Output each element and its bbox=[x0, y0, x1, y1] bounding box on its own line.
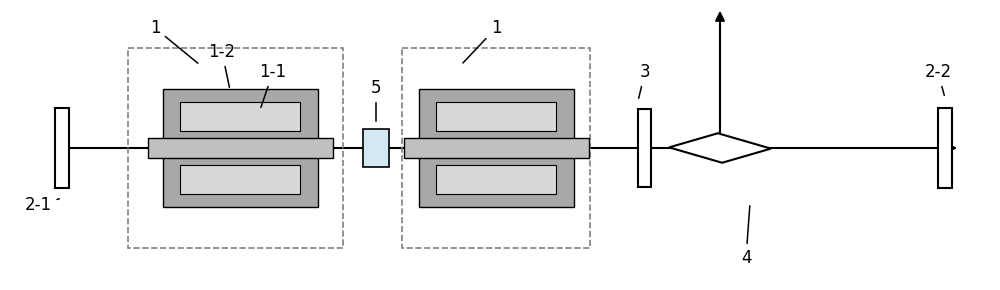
Bar bbox=[436, 102, 556, 130]
Text: 3: 3 bbox=[639, 63, 650, 98]
Bar bbox=[938, 108, 952, 188]
Text: 1-1: 1-1 bbox=[259, 63, 287, 107]
Bar bbox=[436, 165, 556, 194]
Bar bbox=[128, 48, 343, 248]
Bar bbox=[418, 155, 574, 207]
Polygon shape bbox=[669, 133, 771, 163]
Bar bbox=[418, 89, 574, 141]
Text: 2-1: 2-1 bbox=[24, 196, 59, 214]
Bar bbox=[363, 129, 389, 167]
Bar bbox=[148, 138, 332, 158]
Text: 5: 5 bbox=[371, 79, 381, 121]
Text: 1: 1 bbox=[150, 19, 198, 63]
Bar bbox=[404, 138, 588, 158]
Bar bbox=[402, 48, 590, 248]
Text: 1-2: 1-2 bbox=[208, 43, 236, 87]
Bar bbox=[180, 102, 300, 130]
Text: 4: 4 bbox=[741, 206, 751, 267]
Text: 2-2: 2-2 bbox=[924, 63, 952, 95]
Bar bbox=[180, 165, 300, 194]
Bar bbox=[162, 89, 318, 141]
Text: 1: 1 bbox=[463, 19, 501, 63]
Bar bbox=[55, 108, 69, 188]
Bar bbox=[162, 155, 318, 207]
Bar bbox=[638, 109, 651, 187]
